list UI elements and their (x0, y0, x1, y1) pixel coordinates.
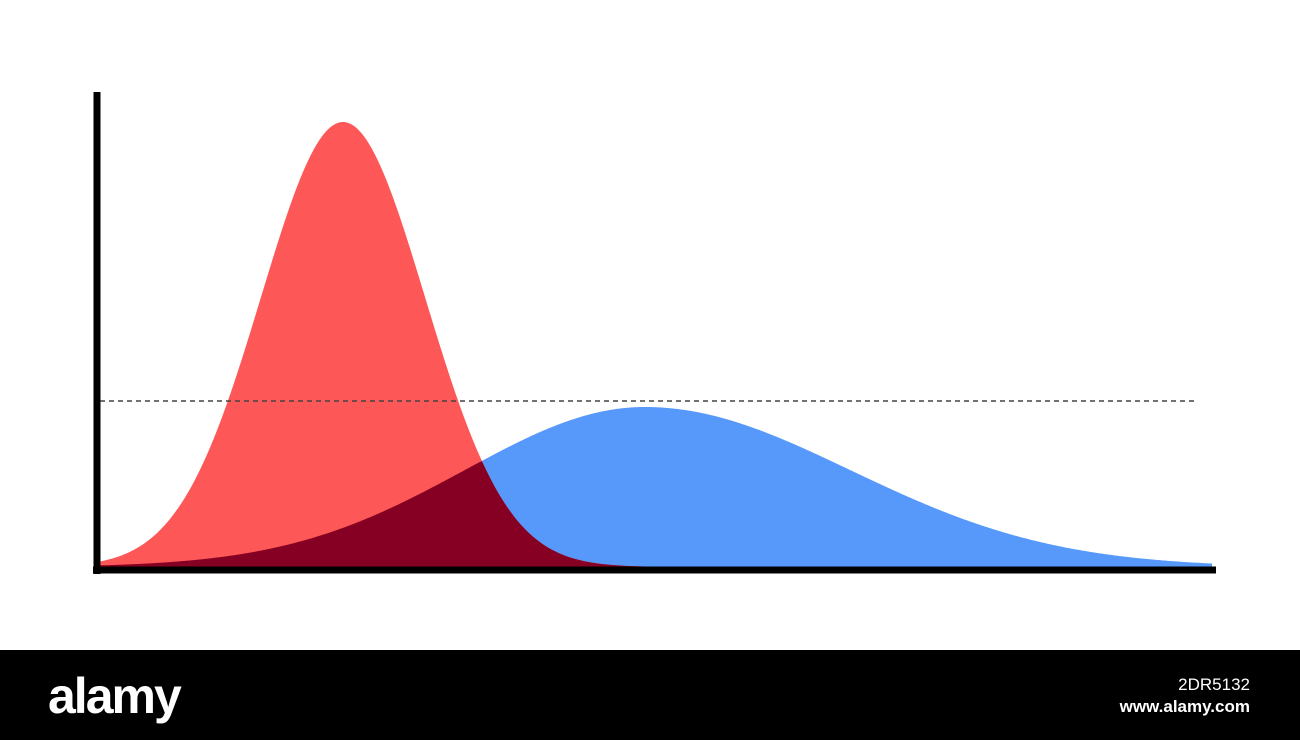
peak-curve (100, 122, 1212, 567)
watermark-url: www.alamy.com (1119, 697, 1250, 716)
watermark-bar (0, 650, 1300, 740)
image-id: 2DR5132 (1178, 675, 1250, 694)
watermark-logo: alamy (48, 668, 182, 724)
curve-overlap (100, 461, 1212, 567)
